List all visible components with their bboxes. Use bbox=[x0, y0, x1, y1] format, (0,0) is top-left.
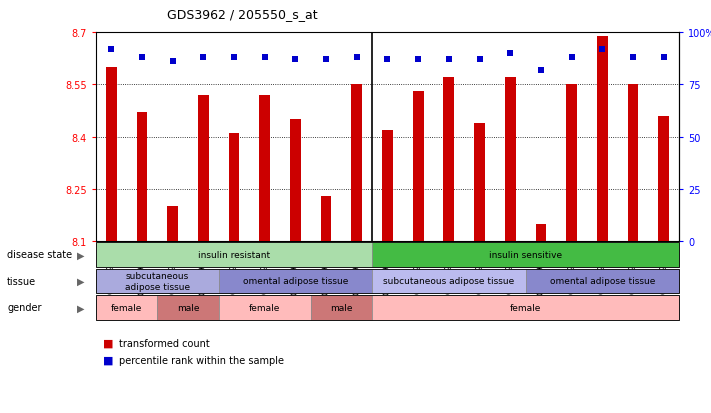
Text: ▶: ▶ bbox=[77, 303, 84, 313]
Text: male: male bbox=[177, 303, 199, 312]
Bar bbox=[106, 68, 117, 242]
Text: ▶: ▶ bbox=[77, 276, 84, 286]
Bar bbox=[382, 131, 393, 242]
Text: subcutaneous
adipose tissue: subcutaneous adipose tissue bbox=[125, 272, 190, 291]
Bar bbox=[137, 113, 147, 242]
Text: omental adipose tissue: omental adipose tissue bbox=[242, 277, 348, 286]
Text: female: female bbox=[111, 303, 142, 312]
Point bbox=[167, 59, 178, 66]
Bar bbox=[566, 85, 577, 242]
Point bbox=[321, 57, 332, 64]
Text: GDS3962 / 205550_s_at: GDS3962 / 205550_s_at bbox=[167, 8, 318, 21]
Text: gender: gender bbox=[7, 303, 42, 313]
Text: female: female bbox=[510, 303, 541, 312]
Bar bbox=[290, 120, 301, 242]
Point bbox=[597, 46, 608, 53]
Bar bbox=[658, 116, 669, 242]
Text: omental adipose tissue: omental adipose tissue bbox=[550, 277, 655, 286]
Point bbox=[106, 46, 117, 53]
Point bbox=[198, 55, 209, 62]
Point bbox=[443, 57, 454, 64]
Point bbox=[290, 57, 301, 64]
Point bbox=[412, 57, 424, 64]
Text: female: female bbox=[249, 303, 280, 312]
Bar bbox=[597, 36, 608, 242]
Text: ■: ■ bbox=[103, 355, 114, 365]
Bar bbox=[535, 224, 546, 242]
Text: disease state: disease state bbox=[7, 250, 73, 260]
Text: insulin resistant: insulin resistant bbox=[198, 250, 270, 259]
Bar bbox=[628, 85, 638, 242]
Point bbox=[658, 55, 669, 62]
Point bbox=[474, 57, 485, 64]
Text: male: male bbox=[330, 303, 353, 312]
Bar bbox=[474, 123, 485, 242]
Text: tissue: tissue bbox=[7, 276, 36, 286]
Point bbox=[566, 55, 577, 62]
Bar bbox=[198, 96, 209, 242]
Point bbox=[228, 55, 240, 62]
Bar bbox=[229, 134, 240, 242]
Bar bbox=[167, 207, 178, 242]
Text: subcutaneous adipose tissue: subcutaneous adipose tissue bbox=[383, 277, 515, 286]
Text: insulin sensitive: insulin sensitive bbox=[489, 250, 562, 259]
Point bbox=[535, 67, 547, 74]
Point bbox=[505, 50, 516, 57]
Point bbox=[627, 55, 638, 62]
Text: percentile rank within the sample: percentile rank within the sample bbox=[119, 355, 284, 365]
Bar bbox=[413, 92, 424, 242]
Point bbox=[259, 55, 270, 62]
Text: transformed count: transformed count bbox=[119, 338, 210, 348]
Text: ■: ■ bbox=[103, 338, 114, 348]
Point bbox=[137, 55, 148, 62]
Bar bbox=[321, 197, 331, 242]
Point bbox=[351, 55, 363, 62]
Text: ▶: ▶ bbox=[77, 250, 84, 260]
Point bbox=[382, 57, 393, 64]
Bar bbox=[444, 78, 454, 242]
Bar bbox=[260, 96, 270, 242]
Bar bbox=[505, 78, 515, 242]
Bar bbox=[351, 85, 362, 242]
